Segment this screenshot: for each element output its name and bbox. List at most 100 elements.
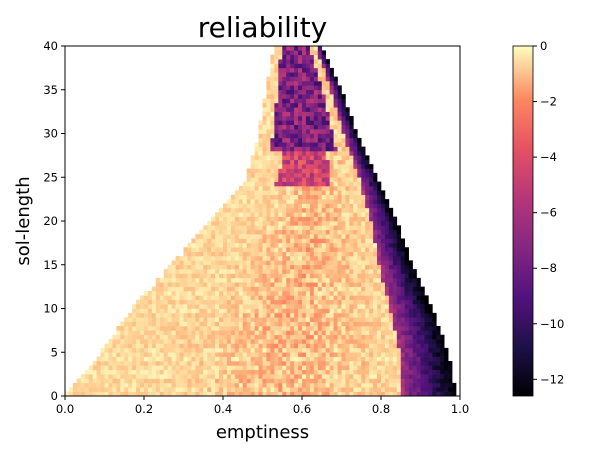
heatmap-cell [266,321,271,327]
heatmap-cell [349,137,354,143]
heatmap-cell [223,326,228,331]
heatmap-cell [313,85,319,91]
heatmap-cell [282,72,287,77]
heatmap-cell [361,339,366,344]
heatmap-cell [298,251,303,257]
heatmap-cell [234,334,240,340]
heatmap-cell [305,50,311,56]
heatmap-cell [183,339,188,344]
heatmap-cell [365,334,370,340]
heatmap-cell [96,382,101,388]
heatmap-cell [266,304,271,309]
heatmap-cell [432,317,437,322]
heatmap-cell [309,129,315,134]
heatmap-cell [377,352,382,357]
heatmap-cell [305,133,311,139]
heatmap-cell [305,282,311,287]
heatmap-cell [226,295,232,301]
heatmap-cell [226,286,232,292]
heatmap-cell [223,308,228,314]
heatmap-cell [349,374,354,379]
y-tick-label: 40 [43,39,58,53]
heatmap-cell [195,251,200,257]
heatmap-cell [167,317,172,322]
heatmap-cell [345,129,350,134]
heatmap-cell [373,308,378,314]
heatmap-cell [400,260,405,266]
heatmap-cell [361,282,366,287]
heatmap-cell [305,199,311,204]
heatmap-cell [294,199,299,204]
heatmap-cell [278,256,283,261]
heatmap-cell [238,308,244,314]
heatmap-cell [223,312,228,318]
heatmap-cell [329,251,334,257]
heatmap-cell [254,242,259,248]
heatmap-cell [349,221,354,226]
heatmap-cell [136,334,141,340]
heatmap-cell [381,251,386,257]
heatmap-cell [396,387,402,392]
heatmap-cell [124,321,129,327]
heatmap-cell [337,299,342,305]
heatmap-cell [317,94,323,99]
heatmap-cell [408,352,413,357]
heatmap-cell [317,133,323,139]
heatmap-cell [199,356,204,362]
heatmap-cell [361,181,366,187]
heatmap-cell [199,260,204,266]
heatmap-cell [203,312,208,318]
heatmap-cell [278,286,283,292]
heatmap-cell [377,194,382,200]
heatmap-cell [400,356,405,362]
heatmap-cell [211,286,216,292]
heatmap-cell [321,269,326,274]
heatmap-cell [242,207,247,213]
heatmap-cell [361,312,366,318]
heatmap-cell [428,326,433,331]
heatmap-cell [298,225,303,231]
heatmap-cell [92,369,97,375]
heatmap-cell [400,361,405,366]
heatmap-cell [238,361,244,366]
heatmap-cell [215,216,220,222]
heatmap-cell [448,374,453,379]
heatmap-cell [404,361,409,366]
heatmap-cell [333,107,338,112]
heatmap-cell [270,186,275,191]
heatmap-cell [313,247,319,252]
heatmap-cell [144,321,149,327]
heatmap-cell [290,102,295,108]
heatmap-cell [179,282,184,287]
heatmap-cell [215,277,220,283]
heatmap-cell [329,334,334,340]
heatmap-cell [250,382,255,388]
heatmap-cell [309,286,315,292]
heatmap-cell [230,365,236,371]
heatmap-cell [258,299,263,305]
heatmap-cell [345,212,350,217]
heatmap-cell [302,159,307,165]
heatmap-cell [392,229,398,235]
heatmap-cell [124,356,129,362]
heatmap-cell [183,260,188,266]
heatmap-cell [388,312,394,318]
heatmap-cell [377,312,382,318]
heatmap-cell [262,321,267,327]
heatmap-cell [329,94,334,99]
heatmap-cell [250,277,255,283]
heatmap-cell [258,334,263,340]
heatmap-cell [175,304,180,309]
heatmap-cell [234,256,240,261]
heatmap-cell [294,251,299,257]
heatmap-cell [274,155,279,161]
heatmap-cell [290,81,295,86]
heatmap-cell [325,382,330,388]
heatmap-cell [254,238,259,244]
heatmap-cell [452,387,457,392]
heatmap-cell [179,387,184,392]
heatmap-cell [329,304,334,309]
heatmap-cell [234,369,240,375]
heatmap-cell [384,365,390,371]
heatmap-cell [302,94,307,99]
